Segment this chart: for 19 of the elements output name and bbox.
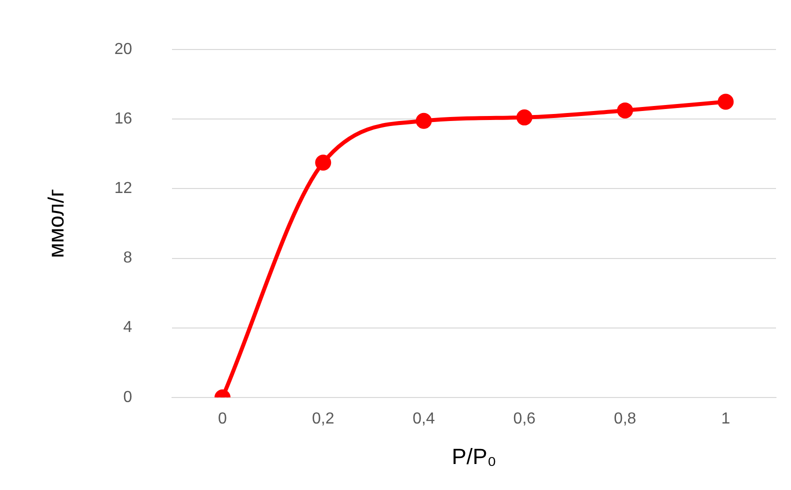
x-tick-label: 1	[721, 410, 730, 428]
x-tick-label: 0,6	[513, 410, 536, 428]
x-axis-title: P/P₀	[452, 444, 496, 469]
x-tick-label: 0,4	[412, 410, 435, 428]
point	[718, 94, 734, 110]
y-tick-label: 0	[123, 388, 132, 406]
y-axis-title: ммол/г	[43, 189, 68, 258]
point	[617, 102, 634, 118]
y-tick-label: 16	[114, 110, 132, 128]
point	[516, 109, 532, 126]
y-tick-label: 20	[114, 41, 132, 58]
x-tick-label: 0,8	[614, 410, 636, 428]
y-tick-label: 8	[123, 250, 132, 267]
y-tick-label: 12	[114, 180, 132, 198]
x-tick-label: 0,2	[312, 410, 334, 428]
x-tick-label: 0	[218, 410, 228, 428]
point	[315, 154, 332, 171]
point	[416, 112, 432, 129]
y-tick-label: 4	[123, 319, 132, 336]
